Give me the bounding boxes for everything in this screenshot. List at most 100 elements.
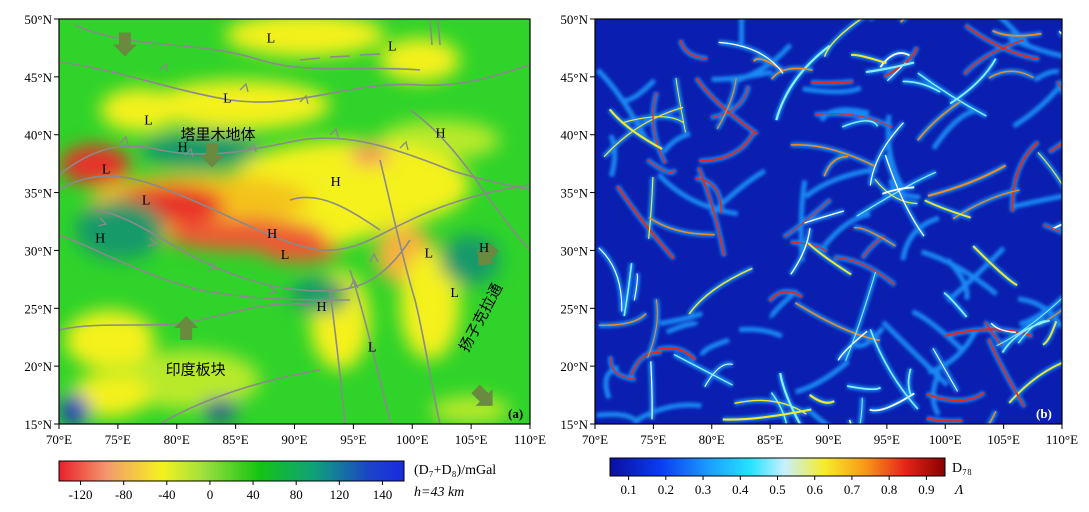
lineament-line — [790, 241, 828, 253]
lineament-line — [598, 247, 623, 312]
lineament-line — [648, 216, 715, 236]
colorbar-a — [58, 460, 405, 482]
panel-b-background — [595, 19, 1062, 424]
lat-tick-label: 20°N — [560, 359, 588, 374]
lat-tick-label: 30°N — [560, 243, 588, 258]
colorbar-tick-label: 40 — [247, 487, 260, 502]
colorbar-tick-label: 0 — [207, 487, 214, 502]
lineament-glow-line — [1033, 68, 1060, 83]
lineament-cores — [598, 19, 1062, 424]
lineament-line — [688, 267, 753, 315]
lineament-line — [949, 58, 997, 105]
colorbar-tick-label: 0.5 — [769, 482, 785, 497]
lineament-line — [984, 321, 1003, 346]
lineament-line — [710, 85, 749, 119]
lineament-line — [841, 120, 879, 128]
colorbar-a-ticks: -120 -80 -40 0 40 80 120 140 — [69, 481, 393, 502]
lineament-line — [943, 292, 968, 318]
panel-b-axes: 50°N 45°N 40°N 35°N 30°N 25°N 20°N 15°N70°E 75°E… — [560, 12, 1078, 447]
colorbar-tick-label: 0.1 — [620, 482, 636, 497]
lat-tick-label: 15°N — [560, 417, 588, 432]
lineament-line — [807, 242, 852, 276]
lineament-line — [768, 290, 803, 302]
lineament-line — [926, 391, 985, 402]
lat-tick-label: 15°N — [24, 417, 52, 432]
colorbar-tick-label: 0.4 — [732, 482, 749, 497]
lineament-glow-line — [881, 320, 949, 387]
fault-teeth — [97, 62, 409, 295]
lineament-line — [932, 348, 959, 392]
lineament-line — [647, 299, 658, 358]
panel-b-map: (b) — [595, 19, 1062, 424]
lineament-line — [623, 263, 633, 317]
lineament-line — [1058, 30, 1062, 35]
lon-tick-label: 110°E — [514, 432, 546, 447]
lineament-line — [945, 328, 1033, 338]
plate-motion-arrows — [112, 32, 499, 406]
map-label-high: H — [178, 140, 188, 155]
lineament-line — [1056, 80, 1062, 91]
lineament-line — [699, 132, 755, 162]
lineament-glow-line — [931, 108, 976, 150]
lon-tick-label: 105°E — [455, 432, 488, 447]
map-label-low: L — [267, 32, 276, 47]
lineament-line — [646, 159, 676, 173]
lineament-glow-line — [900, 215, 940, 261]
map-label-high: H — [267, 227, 277, 242]
colorbar-tick-label: -120 — [69, 487, 93, 502]
lon-tick-label: 90°E — [815, 432, 841, 447]
map-label-high: H — [479, 241, 489, 256]
lineament-line — [603, 106, 684, 158]
lineament-line — [794, 302, 881, 342]
lon-tick-label: 100°E — [929, 432, 962, 447]
lineament-line — [823, 19, 863, 57]
lon-tick-label: 75°E — [105, 432, 131, 447]
lineament-line — [648, 176, 654, 239]
lineament-line — [809, 394, 835, 404]
panel-a-label: (a) — [508, 406, 523, 421]
colorbar-tick-label: 140 — [373, 487, 393, 502]
lineament-line — [834, 256, 896, 286]
map-label-region: 塔里木地体 — [180, 127, 255, 144]
lon-tick-label: 70°E — [46, 432, 72, 447]
lineament-line — [1001, 319, 1051, 353]
lon-tick-label: 90°E — [281, 432, 307, 447]
lineament-line — [990, 322, 1016, 333]
lineament-line — [853, 226, 896, 247]
lineament-line — [770, 392, 788, 424]
map-label-low: L — [142, 194, 151, 209]
colorbar-tick-label: 0.7 — [844, 482, 861, 497]
lineament-glow-line — [595, 68, 649, 142]
lineament-line — [972, 245, 1018, 287]
colorbar-b-subtitle: Λ — [953, 483, 964, 498]
colorbar-tick-label: 0.6 — [807, 482, 824, 497]
lineament-line — [926, 417, 963, 423]
lineament-line — [633, 273, 638, 301]
lineament-glow-line — [807, 408, 830, 424]
panel-b-label: (b) — [1036, 406, 1052, 421]
lineament-glow-line — [699, 337, 730, 356]
lineament-glow-line — [911, 309, 964, 351]
lineament-line — [837, 330, 868, 361]
lineament-line — [770, 67, 813, 80]
lineament-line — [996, 297, 1062, 347]
map-label-region: 印度板块 — [166, 361, 226, 379]
lineament-line — [879, 52, 910, 68]
lon-tick-label: 75°E — [640, 432, 666, 447]
lineament-glow-line — [635, 402, 702, 423]
lon-tick-label: 95°E — [874, 432, 900, 447]
lineament-glow-line — [711, 69, 773, 82]
lineament-line — [917, 72, 987, 117]
lineament-line — [865, 61, 915, 74]
lineament-glow-line — [1017, 296, 1062, 329]
lineament-line — [675, 77, 686, 133]
lat-tick-label: 30°N — [24, 243, 52, 258]
lineament-line — [790, 143, 876, 167]
lineament-glow-line — [621, 78, 657, 104]
lineament-line — [924, 199, 971, 219]
map-label-high: H — [317, 300, 327, 315]
lineament-glow-line — [794, 359, 850, 395]
lineament-glow-line — [822, 211, 871, 248]
lon-tick-label: 85°E — [757, 432, 783, 447]
